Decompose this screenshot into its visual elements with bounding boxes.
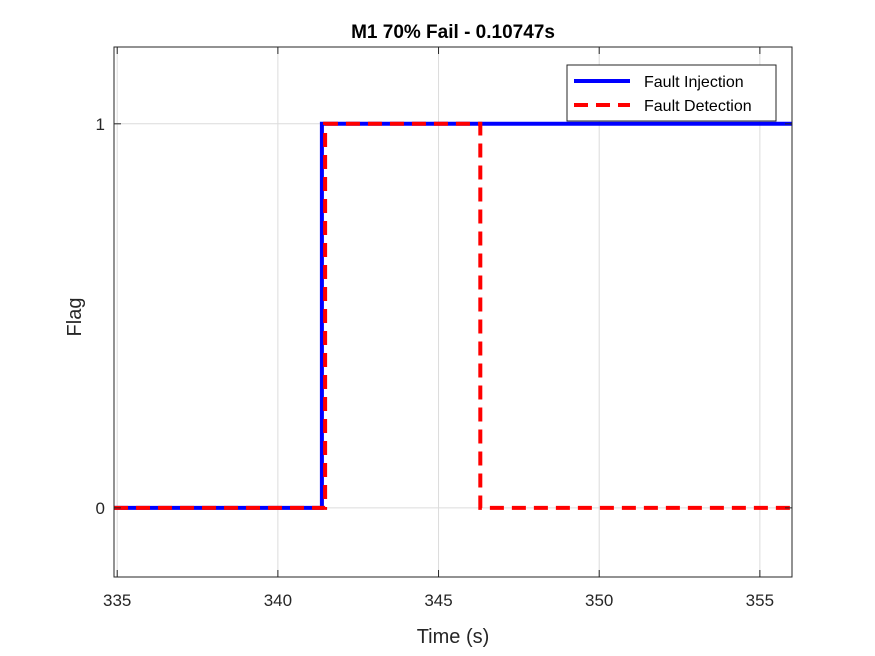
legend: Fault Injection Fault Detection — [566, 64, 777, 122]
x-axis-title: Time (s) — [417, 626, 490, 648]
y-axis-title: Flag — [64, 298, 86, 337]
x-tick-label-355: 355 — [746, 591, 774, 610]
x-tick-label-335: 335 — [103, 591, 131, 610]
series-line-fault-injection — [114, 121, 792, 510]
axes-background — [114, 47, 792, 577]
chart-title: M1 70% Fail - 0.10747s — [351, 22, 555, 43]
series-line-fault-detection — [114, 121, 792, 510]
x-tick-label-345: 345 — [424, 591, 452, 610]
legend-label-fault-detection: Fault Detection — [644, 98, 752, 115]
axes-box — [113, 46, 793, 578]
y-tick-label-1: 1 — [96, 115, 105, 134]
x-tick-label-340: 340 — [264, 591, 292, 610]
legend-box — [566, 64, 777, 122]
y-tick-label-0: 0 — [96, 499, 105, 518]
x-tick-label-350: 350 — [585, 591, 613, 610]
plot-area: 335 340 345 350 355 0 1 — [96, 46, 793, 610]
legend-label-fault-injection: Fault Injection — [644, 74, 744, 91]
